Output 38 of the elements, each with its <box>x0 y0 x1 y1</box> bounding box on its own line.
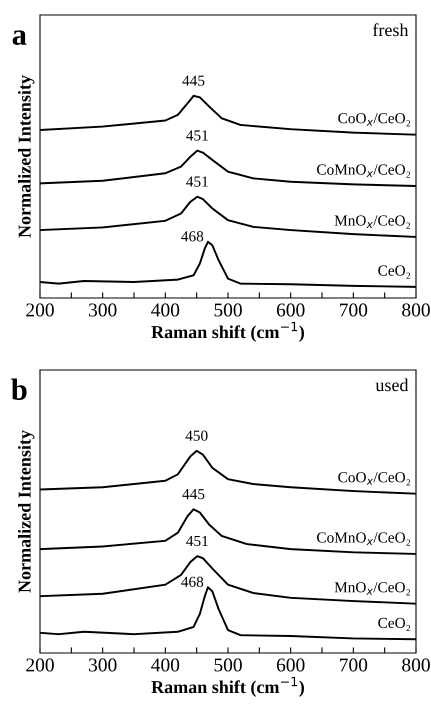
y-axis-title: Normalized Intensity <box>18 75 34 238</box>
annotation: 445 <box>182 76 204 86</box>
series-label: CeO₂ <box>378 265 410 279</box>
annotation: 450 <box>186 430 208 441</box>
text: used <box>376 378 408 392</box>
x-tick-label: 700 <box>340 303 368 317</box>
x-tick-label: 400 <box>151 658 180 672</box>
x-tick-label: 800 <box>402 303 430 317</box>
x-tick-label: 400 <box>151 303 180 317</box>
x-tick-label: 600 <box>276 303 305 317</box>
annotation: 468 <box>181 576 204 587</box>
x-tick-label: 300 <box>89 303 117 317</box>
x-tick-label: 200 <box>26 658 54 672</box>
x-axis-title: Raman shift (cm$^{−1}$) <box>151 676 304 697</box>
annotation: 451 <box>186 536 208 546</box>
annotation: 451 <box>186 130 208 141</box>
text: fresh <box>372 23 408 36</box>
text: a <box>12 30 26 45</box>
x-tick-label: 600 <box>276 658 305 672</box>
series-label: CoO$_{x}$/CeO₂ <box>338 113 410 126</box>
x-axis-title: Raman shift (cm$^{−1}$) <box>151 322 304 342</box>
x-tick-label: 300 <box>89 658 117 672</box>
x-tick-label: 700 <box>340 658 368 672</box>
x-tick-label: 800 <box>402 658 430 672</box>
series-label: MnO$_{x}$/CeO₂ <box>334 215 410 229</box>
x-tick-label: 500 <box>214 303 242 317</box>
x-tick-label: 200 <box>26 303 54 317</box>
annotation: 445 <box>182 489 204 500</box>
series-label: CoO$_{x}$/CeO₂ <box>338 472 410 486</box>
annotation: 451 <box>186 176 208 187</box>
text: b <box>11 378 27 400</box>
series-label: MnO$_{x}$/CeO₂ <box>334 582 410 596</box>
series-label: CoMnO$_{x}$/CeO₂ <box>317 164 410 178</box>
y-axis-title: Normalized Intensity <box>18 430 34 593</box>
series-label: CeO₂ <box>378 618 410 632</box>
x-tick-label: 500 <box>214 658 242 672</box>
annotation: 468 <box>181 231 204 242</box>
series-label: CoMnO$_{x}$/CeO₂ <box>317 532 410 546</box>
